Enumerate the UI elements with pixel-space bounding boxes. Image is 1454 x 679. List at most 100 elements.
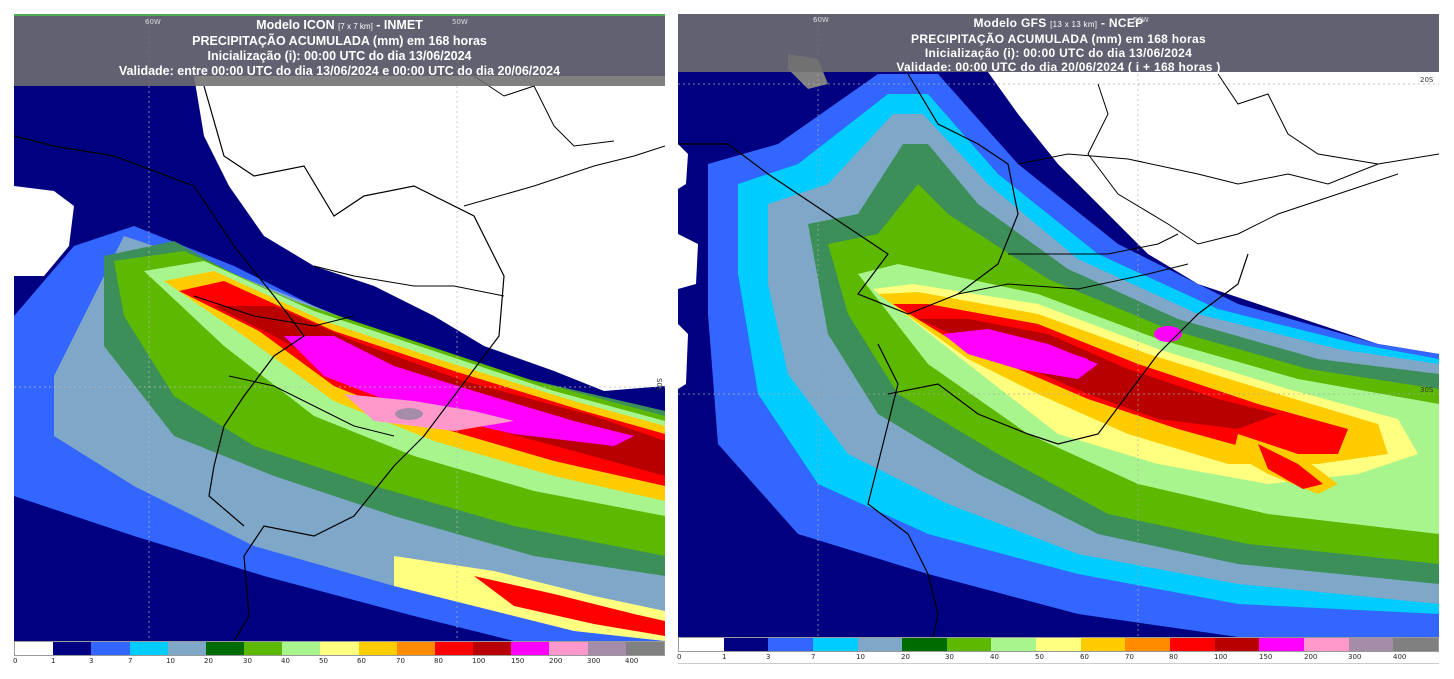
colorbar-swatch	[1348, 638, 1394, 651]
colorbar-tick: 7	[128, 657, 133, 665]
colorbar-swatch	[1080, 638, 1126, 651]
gfs-init-line: Inicialização (i): 00:00 UTC do dia 13/0…	[924, 46, 1193, 60]
icon-model-name: Modelo ICON	[256, 18, 335, 32]
colorbar-tick: 300	[1348, 653, 1362, 661]
colorbar-swatch	[53, 642, 92, 655]
colorbar-tick: 7	[811, 653, 816, 661]
colorbar-swatch	[1393, 638, 1438, 651]
icon-map-graphic	[14, 16, 665, 641]
colorbar-tick: 1	[51, 657, 56, 665]
icon-validity-line: Validade: entre 00:00 UTC do dia 13/06/2…	[118, 64, 561, 78]
colorbar-tick: 10	[856, 653, 865, 661]
colorbar-swatch	[812, 638, 858, 651]
gfs-colorbar-labels: 0 1 3 7 10 20 30 40 50 60 70 80 100 150 …	[677, 653, 1439, 664]
colorbar-swatch	[396, 642, 435, 655]
colorbar-tick: 3	[766, 653, 771, 661]
colorbar-tick: 70	[1125, 653, 1134, 661]
colorbar-swatch	[511, 642, 550, 655]
colorbar-tick: 60	[1080, 653, 1089, 661]
gfs-model-name: Modelo GFS	[973, 16, 1047, 30]
colorbar-swatch	[857, 638, 903, 651]
colorbar-swatch	[205, 642, 245, 655]
icon-init-line: Inicialização (i): 00:00 UTC do dia 13/0…	[207, 49, 472, 63]
gfs-map-header: Modelo GFS [13 x 13 km] - NCEP PRECIPITA…	[678, 14, 1439, 74]
gfs-variable-line: PRECIPITAÇÃO ACUMULADA (mm) em 168 horas	[911, 32, 1206, 46]
gfs-model-source: - NCEP	[1100, 16, 1144, 30]
colorbar-swatch	[15, 642, 54, 655]
icon-variable-line: PRECIPITAÇÃO ACUMULADA (mm) em 168 horas	[192, 34, 487, 48]
colorbar-swatch	[129, 642, 168, 655]
gfs-map-graphic	[678, 14, 1439, 637]
colorbar-tick: 150	[511, 657, 525, 665]
icon-lat-label-30s: 30S	[656, 378, 664, 392]
icon-colorbar	[14, 641, 665, 656]
colorbar-tick: 20	[204, 657, 213, 665]
icon-lon-label-60w: 60W	[145, 18, 161, 26]
colorbar-swatch	[244, 642, 283, 655]
colorbar-swatch	[1303, 638, 1349, 651]
gfs-lat-label-30s: 30S	[1420, 386, 1434, 394]
colorbar-tick: 20	[901, 653, 910, 661]
colorbar-tick: 100	[472, 657, 486, 665]
gfs-validity-line: Validade: 00:00 UTC do dia 20/06/2024 ( …	[896, 60, 1221, 74]
colorbar-swatch	[902, 638, 947, 651]
gfs-lon-label-60w: 60W	[813, 16, 829, 24]
gfs-title-line: Modelo GFS [13 x 13 km] - NCEP	[678, 16, 1439, 32]
colorbar-tick: 50	[1035, 653, 1044, 661]
colorbar-tick: 40	[990, 653, 999, 661]
colorbar-swatch	[358, 642, 397, 655]
colorbar-tick: 150	[1259, 653, 1273, 661]
colorbar-tick: 1	[722, 653, 727, 661]
colorbar-swatch	[768, 638, 813, 651]
icon-model-panel: Modelo ICON [7 x 7 km] - INMET PRECIPITA…	[13, 14, 665, 667]
colorbar-swatch	[434, 642, 474, 655]
colorbar-tick: 30	[945, 653, 954, 661]
colorbar-tick: 400	[625, 657, 639, 665]
colorbar-swatch	[1125, 638, 1171, 651]
colorbar-tick: 80	[1169, 653, 1178, 661]
colorbar-swatch	[587, 642, 626, 655]
gfs-model-resolution: [13 x 13 km]	[1050, 20, 1098, 29]
colorbar-tick: 0	[677, 653, 682, 661]
colorbar-tick: 60	[357, 657, 366, 665]
colorbar-swatch	[473, 642, 512, 655]
colorbar-swatch	[991, 638, 1037, 651]
colorbar-tick: 30	[243, 657, 252, 665]
colorbar-swatch	[167, 642, 206, 655]
colorbar-swatch	[1214, 638, 1260, 651]
colorbar-tick: 200	[549, 657, 563, 665]
gfs-model-panel: Modelo GFS [13 x 13 km] - NCEP PRECIPITA…	[677, 14, 1439, 664]
icon-model-resolution: [7 x 7 km]	[338, 22, 373, 31]
colorbar-tick: 50	[319, 657, 328, 665]
colorbar-tick: 200	[1304, 653, 1318, 661]
icon-lon-label-50w: 50W	[452, 18, 468, 26]
colorbar-tick: 70	[396, 657, 405, 665]
colorbar-swatch	[1170, 638, 1215, 651]
colorbar-tick: 40	[281, 657, 290, 665]
icon-model-source: - INMET	[376, 18, 423, 32]
colorbar-swatch	[723, 638, 769, 651]
gfs-precipitation-map	[678, 14, 1439, 637]
colorbar-tick: 3	[89, 657, 94, 665]
colorbar-swatch	[625, 642, 664, 655]
colorbar-tick: 400	[1393, 653, 1407, 661]
colorbar-swatch	[91, 642, 130, 655]
colorbar-tick: 10	[166, 657, 175, 665]
icon-map-header: Modelo ICON [7 x 7 km] - INMET PRECIPITA…	[14, 16, 665, 86]
icon-precipitation-map	[14, 16, 665, 641]
colorbar-tick: 100	[1214, 653, 1228, 661]
colorbar-tick: 0	[13, 657, 18, 665]
gfs-lat-label-20s: 20S	[1420, 76, 1434, 84]
colorbar-swatch	[946, 638, 992, 651]
colorbar-swatch	[282, 642, 321, 655]
colorbar-tick: 80	[434, 657, 443, 665]
colorbar-swatch	[1036, 638, 1081, 651]
icon-title-line: Modelo ICON [7 x 7 km] - INMET	[14, 18, 665, 34]
icon-colorbar-labels: 0 1 3 7 10 20 30 40 50 60 70 80 100 150 …	[13, 657, 665, 667]
gfs-colorbar	[678, 637, 1439, 652]
colorbar-swatch	[320, 642, 359, 655]
colorbar-swatch	[1259, 638, 1304, 651]
gfs-lon-label-50w: 50W	[1133, 16, 1149, 24]
colorbar-tick: 300	[587, 657, 601, 665]
colorbar-swatch	[679, 638, 724, 651]
